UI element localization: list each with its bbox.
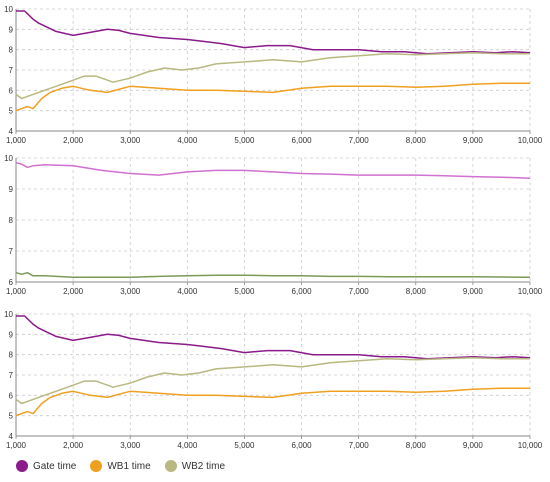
series-line-wb2-time [15, 271, 531, 279]
x-tick-label: 2,000 [63, 287, 84, 296]
x-tick-label: 2,000 [63, 441, 84, 450]
x-tick-label: 5,000 [234, 136, 255, 145]
y-tick-label: 10 [4, 5, 13, 14]
legend-label-wb1-time: WB1 time [107, 460, 151, 472]
legend-swatch-wb1-time [90, 460, 103, 472]
x-tick-label: 1,000 [6, 441, 27, 450]
x-tick-label: 6,000 [292, 136, 313, 145]
legend-item-gate-time[interactable]: Gate time [16, 460, 76, 472]
x-tick-label: 4,000 [177, 136, 198, 145]
x-tick-label: 3,000 [120, 136, 141, 145]
y-tick-label: 8 [9, 46, 14, 55]
y-tick-label: 8 [9, 216, 14, 225]
x-tick-label: 10,000 [518, 136, 543, 145]
x-tick-label: 3,000 [120, 287, 141, 296]
y-tick-label: 8 [9, 351, 14, 360]
series-line-wb2-time [15, 51, 530, 100]
y-tick-label: 5 [9, 412, 14, 421]
series-line-gate-time [16, 10, 531, 55]
legend-swatch-gate-time [16, 460, 28, 472]
x-tick-label: 3,000 [120, 441, 141, 450]
y-tick-label: 5 [9, 107, 14, 116]
x-tick-label: 10,000 [518, 287, 543, 296]
y-tick-label: 7 [9, 371, 14, 380]
series-line-gate-time [16, 315, 531, 360]
x-tick-label: 4,000 [177, 441, 198, 450]
y-tick-label: 9 [9, 330, 14, 339]
legend-label-wb2-time: WB2 time [181, 460, 226, 472]
legend-item-wb2-time[interactable]: WB2 time [164, 460, 226, 472]
series-line-gate-time [15, 161, 531, 179]
x-tick-label: 2,000 [63, 136, 84, 145]
y-tick-label: 7 [9, 66, 14, 75]
series-line-wb1-time [15, 82, 530, 112]
chart-legend: Gate time WB1 time WB2 time [16, 460, 225, 472]
y-tick-label: 9 [9, 25, 14, 34]
y-tick-label: 9 [9, 185, 14, 194]
chart-panel-2: 1,000 2,000 3,000 4,000 5,000 6,000 7,000 8,000… [4, 154, 543, 296]
y-tick-label: 10 [4, 154, 13, 163]
x-tick-label: 7,000 [349, 287, 370, 296]
x-tick-label: 8,000 [406, 441, 427, 450]
x-tick-label: 6,000 [292, 441, 313, 450]
legend-swatch-wb2-time [164, 460, 177, 472]
x-tick-label: 6,000 [292, 287, 313, 296]
x-tick-label: 7,000 [349, 441, 370, 450]
y-tick-label: 6 [9, 86, 14, 95]
y-tick-label: 4 [9, 127, 14, 136]
x-tick-label: 5,000 [234, 441, 255, 450]
y-tick-label: 10 [4, 310, 13, 319]
x-tick-label: 8,000 [406, 136, 427, 145]
y-tick-label: 6 [9, 278, 14, 287]
x-tick-label: 9,000 [463, 136, 484, 145]
chart-panel-3: 1,000 2,000 3,000 4,000 5,000 6,000 7,000 8,000… [4, 310, 543, 450]
x-tick-label: 7,000 [349, 136, 370, 145]
x-tick-label: 9,000 [463, 441, 484, 450]
chart-panel-1: 1,000 2,000 3,000 4,000 5,000 6,000 7,000 8,000… [4, 5, 543, 145]
x-tick-label: 5,000 [234, 287, 255, 296]
x-tick-label: 1,000 [6, 287, 27, 296]
series-line-wb2-time [15, 356, 530, 405]
series-line-wb1-time [15, 387, 530, 417]
y-tick-label: 4 [9, 432, 14, 441]
charts-canvas: 1,000 2,000 3,000 4,000 5,000 6,000 7,000 8,000… [4, 5, 543, 450]
x-tick-label: 1,000 [6, 136, 27, 145]
y-tick-label: 6 [9, 391, 14, 400]
legend-label-gate-time: Gate time [33, 460, 77, 472]
x-tick-label: 10,000 [518, 441, 543, 450]
x-tick-label: 4,000 [177, 287, 198, 296]
y-tick-label: 7 [9, 247, 14, 256]
x-tick-label: 9,000 [463, 287, 484, 296]
legend-item-wb1-time[interactable]: WB1 time [90, 460, 151, 472]
x-tick-label: 8,000 [406, 287, 427, 296]
